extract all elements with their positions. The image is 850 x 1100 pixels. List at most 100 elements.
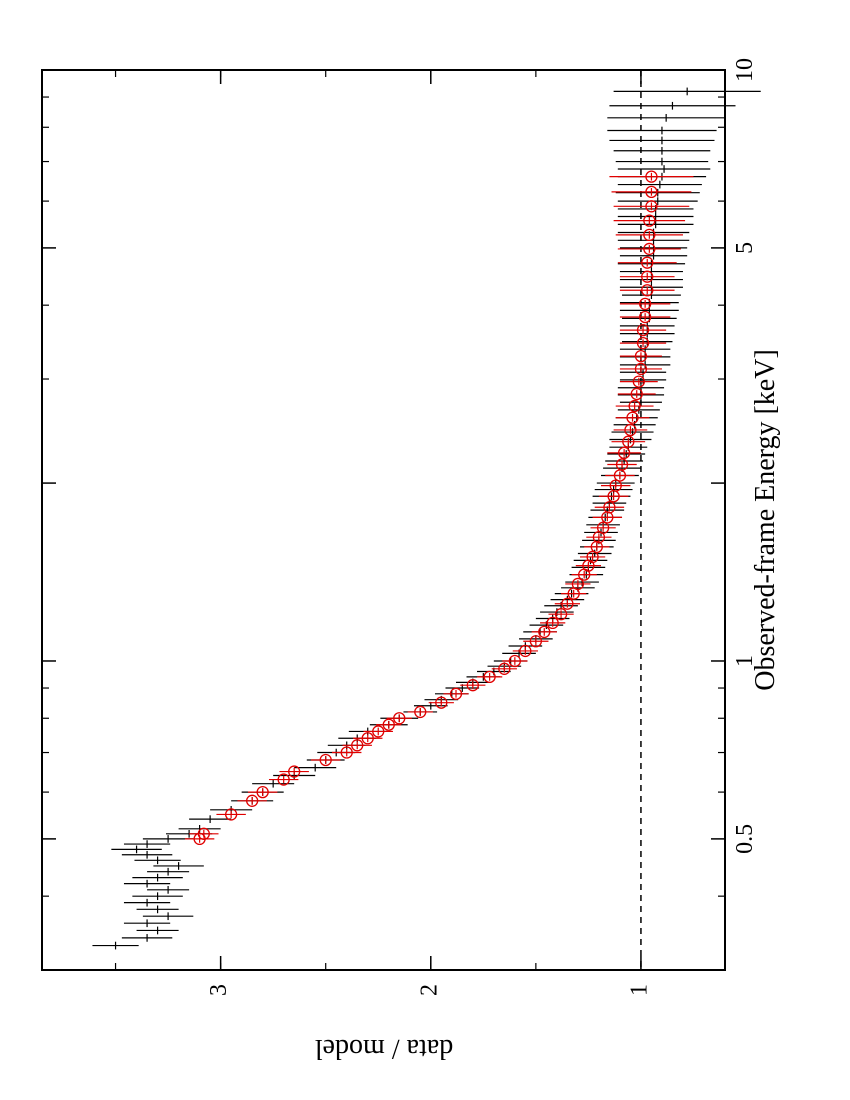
point-marker bbox=[645, 170, 658, 183]
red-point-48 bbox=[619, 362, 662, 376]
red-point-30 bbox=[575, 559, 602, 572]
red-point-51 bbox=[619, 323, 667, 337]
red-point-44 bbox=[615, 411, 650, 424]
red-point-26 bbox=[554, 597, 580, 610]
point-marker bbox=[641, 270, 654, 283]
point-marker bbox=[372, 725, 385, 738]
point-marker bbox=[645, 185, 658, 199]
point-marker bbox=[508, 654, 521, 668]
series-red-circles bbox=[184, 170, 694, 846]
point-marker bbox=[641, 284, 654, 297]
red-point-42 bbox=[611, 435, 646, 448]
black-point-11 bbox=[147, 867, 190, 876]
point-marker bbox=[624, 423, 637, 437]
point-marker bbox=[554, 608, 568, 621]
point-marker bbox=[256, 785, 269, 799]
point-marker bbox=[615, 458, 629, 471]
red-point-6 bbox=[279, 765, 309, 778]
point-marker bbox=[498, 662, 511, 675]
red-point-12 bbox=[376, 718, 402, 731]
red-point-34 bbox=[590, 521, 616, 534]
x-tick-labels: 0.5 1 5 10 bbox=[732, 58, 758, 854]
red-point-49 bbox=[619, 349, 662, 363]
black-point-113 bbox=[609, 136, 715, 145]
red-point-22 bbox=[523, 635, 549, 648]
red-point-5 bbox=[268, 773, 299, 786]
point-marker bbox=[634, 362, 648, 376]
red-point-3 bbox=[237, 794, 267, 807]
point-marker bbox=[596, 521, 610, 534]
red-point-19 bbox=[491, 662, 517, 675]
point-marker bbox=[641, 256, 654, 269]
point-marker bbox=[590, 540, 603, 554]
red-point-9 bbox=[342, 739, 372, 752]
point-marker bbox=[632, 375, 645, 388]
black-point-68 bbox=[594, 485, 633, 494]
black-point-0 bbox=[92, 941, 139, 950]
point-marker bbox=[630, 387, 643, 401]
red-point-52 bbox=[619, 310, 671, 324]
point-marker bbox=[636, 336, 650, 350]
black-point-13 bbox=[134, 856, 181, 865]
black-point-115 bbox=[607, 114, 725, 122]
black-point-15 bbox=[111, 845, 162, 854]
red-point-14 bbox=[407, 705, 433, 719]
black-point-107 bbox=[615, 188, 700, 197]
red-point-13 bbox=[386, 712, 412, 725]
red-point-35 bbox=[592, 511, 623, 524]
black-point-59 bbox=[577, 549, 612, 558]
black-point-110 bbox=[617, 165, 711, 173]
point-marker bbox=[622, 435, 635, 448]
point-marker bbox=[628, 399, 641, 413]
black-point-26 bbox=[294, 763, 337, 772]
point-marker bbox=[571, 577, 585, 591]
point-marker bbox=[561, 597, 574, 610]
black-point-2 bbox=[136, 926, 179, 935]
black-point-73 bbox=[607, 450, 646, 458]
red-point-32 bbox=[584, 540, 610, 554]
red-point-46 bbox=[617, 387, 656, 401]
black-point-12 bbox=[153, 862, 204, 870]
red-point-36 bbox=[594, 501, 625, 514]
red-point-40 bbox=[607, 458, 637, 471]
red-point-18 bbox=[477, 670, 503, 684]
point-marker bbox=[643, 214, 656, 227]
black-point-116 bbox=[609, 101, 736, 110]
series-black-errorbars bbox=[92, 87, 761, 950]
point-marker bbox=[638, 297, 652, 311]
black-point-80 bbox=[619, 398, 662, 407]
red-point-8 bbox=[332, 746, 362, 759]
red-point-39 bbox=[605, 469, 635, 482]
red-point-47 bbox=[619, 375, 658, 388]
black-point-104 bbox=[617, 212, 694, 221]
black-point-94 bbox=[622, 291, 681, 299]
red-point-41 bbox=[607, 446, 641, 460]
point-marker bbox=[643, 242, 656, 256]
red-point-25 bbox=[548, 608, 574, 621]
black-point-3 bbox=[123, 919, 171, 928]
red-point-53 bbox=[619, 297, 671, 311]
black-point-5 bbox=[136, 905, 179, 914]
red-point-24 bbox=[540, 616, 566, 630]
point-marker bbox=[626, 411, 639, 424]
point-marker bbox=[617, 446, 631, 460]
black-point-108 bbox=[617, 180, 702, 189]
red-point-21 bbox=[512, 644, 538, 658]
black-point-112 bbox=[613, 146, 711, 155]
red-point-17 bbox=[460, 679, 486, 692]
red-point-27 bbox=[561, 587, 587, 600]
point-marker bbox=[609, 479, 622, 492]
black-point-8 bbox=[147, 886, 190, 894]
point-marker bbox=[288, 765, 301, 778]
point-marker bbox=[538, 625, 551, 639]
black-point-14 bbox=[121, 850, 173, 859]
point-marker bbox=[197, 827, 210, 840]
point-marker bbox=[414, 705, 427, 719]
red-point-15 bbox=[428, 696, 454, 709]
black-point-16 bbox=[123, 840, 171, 848]
red-point-20 bbox=[502, 654, 528, 668]
point-marker bbox=[603, 501, 616, 514]
red-point-28 bbox=[565, 577, 591, 591]
point-marker bbox=[645, 200, 658, 213]
